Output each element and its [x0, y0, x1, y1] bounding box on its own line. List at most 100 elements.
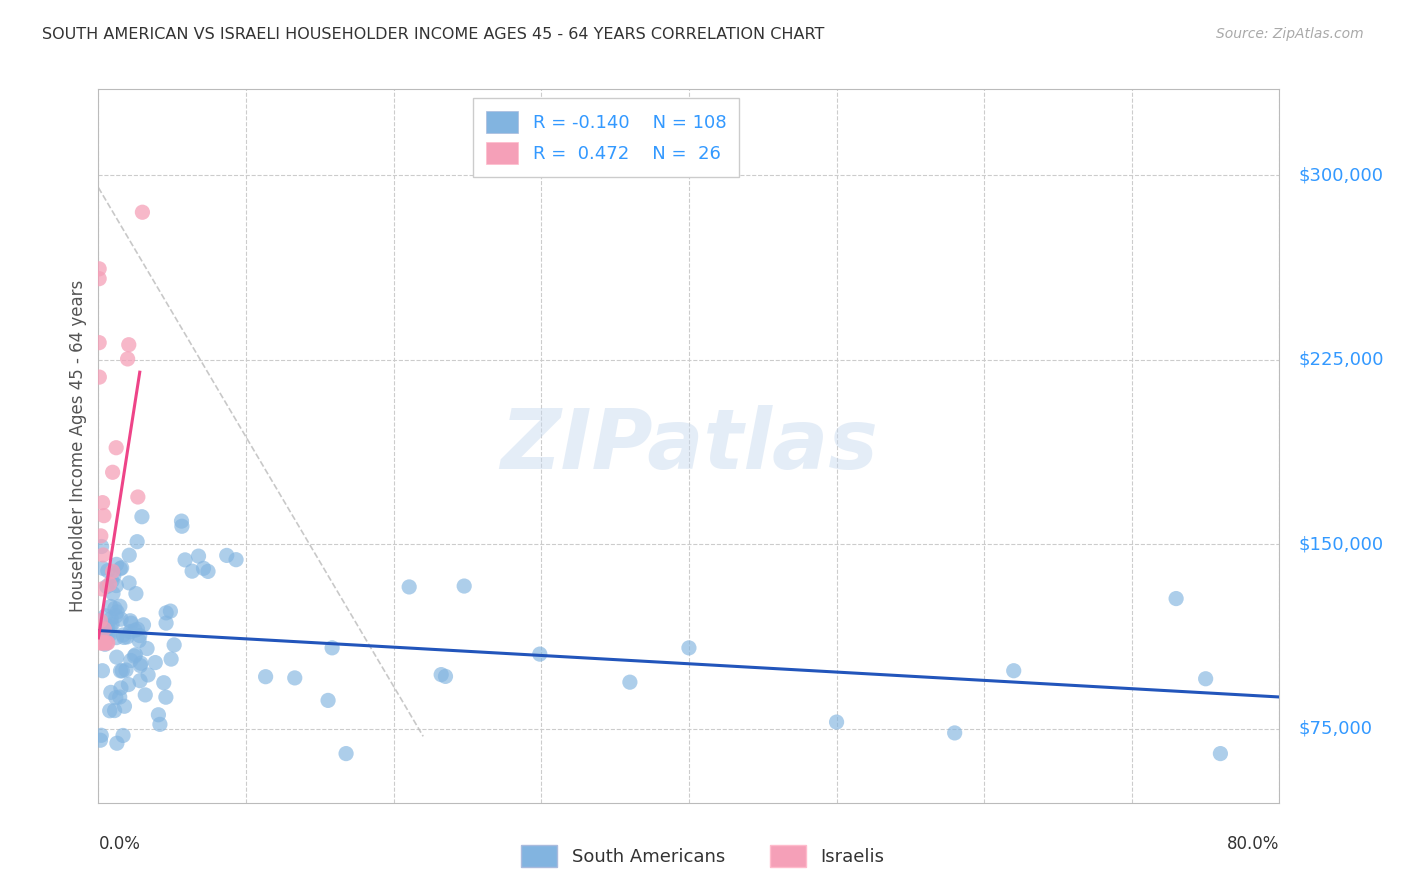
Point [101, 574, 124, 588]
Point [155, 606, 177, 620]
Point [114, 699, 136, 714]
Point [110, 560, 132, 574]
Y-axis label: Householder Income Ages 45 - 64 years: Householder Income Ages 45 - 64 years [69, 280, 87, 612]
Point [93, 636, 115, 650]
Point [1002, 664, 1025, 678]
Point [254, 670, 277, 684]
Point [118, 575, 141, 590]
Point [316, 693, 339, 707]
Point [101, 465, 124, 479]
Point [117, 351, 139, 366]
Point [127, 490, 149, 504]
Point [94, 608, 117, 623]
Point [89, 733, 111, 747]
Point [101, 586, 124, 600]
Point [98, 628, 121, 642]
Point [120, 616, 142, 631]
Point [181, 564, 204, 578]
Point [93, 622, 115, 636]
Point [105, 736, 128, 750]
Point [118, 337, 141, 351]
Point [129, 658, 152, 673]
Point [91, 582, 114, 596]
Point [108, 599, 131, 614]
Text: ZIPatlas: ZIPatlas [501, 406, 877, 486]
Point [143, 656, 166, 670]
Point [110, 681, 132, 695]
Point [149, 717, 172, 731]
Point [434, 669, 457, 683]
Point [155, 616, 177, 631]
Point [430, 667, 453, 681]
Point [93, 630, 115, 644]
Text: 0.0%: 0.0% [98, 835, 141, 853]
Point [91, 548, 114, 562]
Point [225, 552, 247, 566]
Point [105, 441, 128, 455]
Point [110, 664, 132, 678]
Point [97, 564, 120, 578]
Point [90, 529, 112, 543]
Point [96, 580, 118, 594]
Point [117, 677, 139, 691]
Text: SOUTH AMERICAN VS ISRAELI HOUSEHOLDER INCOME AGES 45 - 64 YEARS CORRELATION CHAR: SOUTH AMERICAN VS ISRAELI HOUSEHOLDER IN… [42, 27, 824, 42]
Point [619, 675, 641, 690]
Point [115, 630, 138, 644]
Point [1164, 591, 1187, 606]
Point [89, 261, 111, 276]
Point [104, 609, 127, 624]
Point [128, 633, 150, 648]
Point [108, 690, 131, 704]
Point [115, 663, 138, 677]
Point [90, 728, 112, 742]
Point [89, 370, 111, 384]
Legend: R = -0.140    N = 108, R =  0.472    N =  26: R = -0.140 N = 108, R = 0.472 N = 26 [474, 98, 740, 177]
Point [112, 631, 135, 645]
Point [89, 271, 111, 285]
Point [93, 634, 115, 648]
Point [321, 640, 343, 655]
Point [136, 668, 159, 682]
Text: $75,000: $75,000 [1299, 720, 1372, 738]
Point [943, 726, 966, 740]
Point [120, 614, 142, 628]
Legend: South Americans, Israelis: South Americans, Israelis [515, 838, 891, 874]
Point [105, 558, 128, 572]
Point [112, 628, 135, 642]
Point [94, 637, 117, 651]
Point [124, 624, 146, 638]
Point [453, 579, 475, 593]
Point [97, 620, 120, 634]
Point [131, 509, 153, 524]
Point [159, 604, 181, 618]
Point [197, 565, 219, 579]
Point [170, 514, 193, 528]
Point [134, 688, 156, 702]
Point [111, 664, 134, 678]
Point [215, 549, 238, 563]
Point [529, 647, 551, 661]
Point [91, 664, 114, 678]
Point [91, 636, 114, 650]
Point [129, 673, 152, 688]
Point [1195, 672, 1218, 686]
Point [90, 636, 112, 650]
Point [98, 577, 121, 591]
Point [96, 636, 118, 650]
Point [120, 653, 142, 667]
Point [89, 636, 111, 650]
Point [89, 614, 111, 628]
Point [128, 629, 150, 643]
Point [103, 568, 125, 582]
Point [155, 690, 177, 705]
Point [101, 617, 124, 632]
Point [187, 549, 209, 563]
Point [96, 623, 118, 637]
Point [163, 638, 186, 652]
Point [284, 671, 307, 685]
Text: 80.0%: 80.0% [1227, 835, 1279, 853]
Point [678, 640, 700, 655]
Point [124, 649, 146, 664]
Point [105, 605, 128, 619]
Point [91, 496, 114, 510]
